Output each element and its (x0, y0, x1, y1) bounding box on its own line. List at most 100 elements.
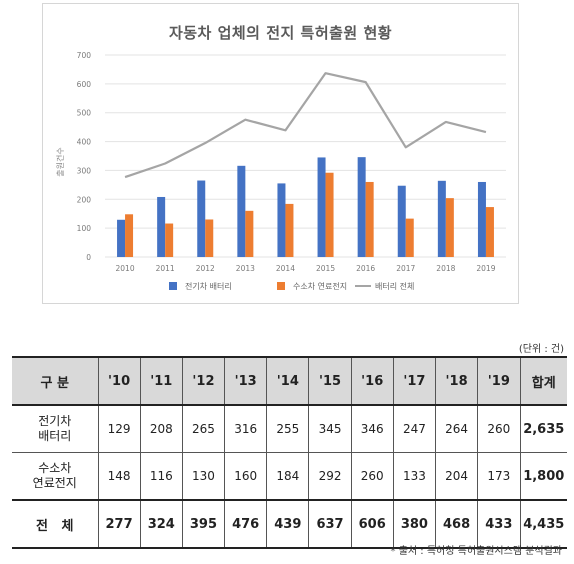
table-cell: 264 (434, 404, 479, 453)
row-total: 4,435 (519, 499, 567, 549)
header-year: '12 (181, 356, 226, 406)
bar-ev-battery (117, 219, 126, 257)
y-tick-label: 200 (77, 195, 92, 204)
legend-swatch (169, 282, 177, 290)
bar-fuel-cell (245, 210, 254, 257)
table-cell: 130 (181, 452, 226, 501)
x-tick-label: 2015 (316, 264, 335, 273)
table-cell: 116 (139, 452, 183, 501)
table-cell: 265 (181, 404, 226, 453)
bar-ev-battery (237, 165, 246, 257)
header-year: '17 (392, 356, 437, 406)
x-tick-label: 2013 (236, 264, 255, 273)
table-cell: 133 (392, 452, 437, 501)
bar-ev-battery (277, 183, 286, 257)
y-tick-labels: 0 100 200 300 400 500 600 700 (77, 51, 92, 262)
table-header-row: 구 분 '10 '11 '12 '13 '14 '15 '16 '17 '18 … (12, 356, 567, 406)
bar-fuel-cell (485, 207, 494, 257)
y-axis-label: 출원건수 (55, 147, 65, 176)
table-cell: 247 (392, 404, 437, 453)
table-row-total: 전 체 277 324 395 476 439 637 606 380 468 … (12, 499, 567, 549)
bar-ev-battery (477, 181, 486, 257)
y-tick-label: 700 (77, 51, 92, 60)
table-cell: 148 (97, 452, 141, 501)
bar-ev-battery (397, 185, 406, 257)
legend: 전기차 배터리 수소차 연료전지 배터리 전체 (169, 281, 414, 291)
table-cell: 324 (139, 499, 183, 549)
header-year: '14 (266, 356, 310, 406)
y-tick-label: 300 (77, 166, 92, 175)
table-cell: 468 (434, 499, 479, 549)
table-cell: 433 (477, 499, 521, 549)
data-table: 구 분 '10 '11 '12 '13 '14 '15 '16 '17 '18 … (12, 356, 567, 549)
source-note: * 출처 : 특허청 특허출원시스템 분석결과 (390, 546, 562, 557)
bar-ev-battery (157, 196, 166, 257)
x-tick-labels: 2010 2011 2012 2013 2014 2015 2016 2017 2018 2019 (116, 264, 496, 273)
table-cell: 292 (308, 452, 352, 501)
bar-ev-battery (357, 157, 366, 257)
table-row: 수소차 연료전지 148 116 130 160 184 292 260 133 … (12, 452, 567, 501)
legend-label: 배터리 전체 (375, 281, 414, 291)
bar-fuel-cell (325, 172, 334, 257)
bar-fuel-cell (165, 223, 174, 257)
table-row: 전기차 배터리 129 208 265 316 255 345 346 247 2… (12, 404, 567, 453)
x-tick-label: 2012 (196, 264, 215, 273)
row-total: 2,635 (519, 404, 567, 453)
table-cell: 637 (308, 499, 352, 549)
bar-fuel-cell (125, 214, 134, 257)
header-category: 구 분 (12, 356, 99, 406)
bar-ev-battery (317, 157, 326, 257)
table-cell: 260 (350, 452, 394, 501)
table-cell: 380 (392, 499, 437, 549)
bar-fuel-cell (405, 218, 414, 257)
header-year: '18 (434, 356, 479, 406)
header-year: '10 (97, 356, 141, 406)
header-year: '15 (308, 356, 352, 406)
header-year: '19 (477, 356, 521, 406)
table-cell: 208 (139, 404, 183, 453)
x-tick-label: 2014 (276, 264, 295, 273)
y-tick-label: 100 (77, 224, 92, 233)
y-tick-label: 0 (86, 253, 91, 262)
table-cell: 204 (434, 452, 479, 501)
table-cell: 316 (224, 404, 268, 453)
row-label: 전기차 배터리 (12, 404, 99, 453)
row-label: 전 체 (12, 499, 99, 549)
table-cell: 345 (308, 404, 352, 453)
table-cell: 606 (350, 499, 394, 549)
x-tick-label: 2010 (116, 264, 135, 273)
table-cell: 476 (224, 499, 268, 549)
bar-fuel-cell (285, 203, 294, 257)
bar-fuel-cell (365, 181, 374, 257)
bar-layer (117, 157, 494, 257)
table-cell: 260 (477, 404, 521, 453)
table-cell: 129 (97, 404, 141, 453)
bar-ev-battery (197, 180, 206, 257)
legend-label: 수소차 연료전지 (293, 281, 347, 291)
row-total: 1,800 (519, 452, 567, 501)
header-year: '13 (224, 356, 268, 406)
x-tick-label: 2018 (436, 264, 455, 273)
bar-fuel-cell (445, 198, 454, 257)
chart-card: 자동차 업체의 전지 특허출원 현황 0 100 200 300 400 500 600 70… (42, 3, 519, 304)
y-tick-label: 500 (77, 109, 92, 118)
table-cell: 255 (266, 404, 310, 453)
chart-svg: 0 100 200 300 400 500 600 700 2010 2011 2012 2013 2… (55, 51, 506, 291)
header-year: '16 (350, 356, 394, 406)
line-layer (124, 72, 487, 179)
table-cell: 346 (350, 404, 394, 453)
x-tick-label: 2019 (476, 264, 495, 273)
row-label: 수소차 연료전지 (12, 452, 99, 501)
header-total: 합계 (519, 356, 567, 406)
y-tick-label: 600 (77, 80, 92, 89)
table-cell: 184 (266, 452, 310, 501)
x-tick-label: 2011 (156, 264, 175, 273)
y-tick-label: 400 (77, 138, 92, 147)
chart-title: 자동차 업체의 전지 특허출원 현황 (168, 24, 393, 42)
bar-ev-battery (437, 180, 446, 257)
unit-label: (단위 : 건) (518, 344, 564, 355)
legend-swatch (277, 282, 285, 290)
table-cell: 160 (224, 452, 268, 501)
legend-label: 전기차 배터리 (185, 281, 232, 291)
line-series-total (124, 72, 487, 179)
